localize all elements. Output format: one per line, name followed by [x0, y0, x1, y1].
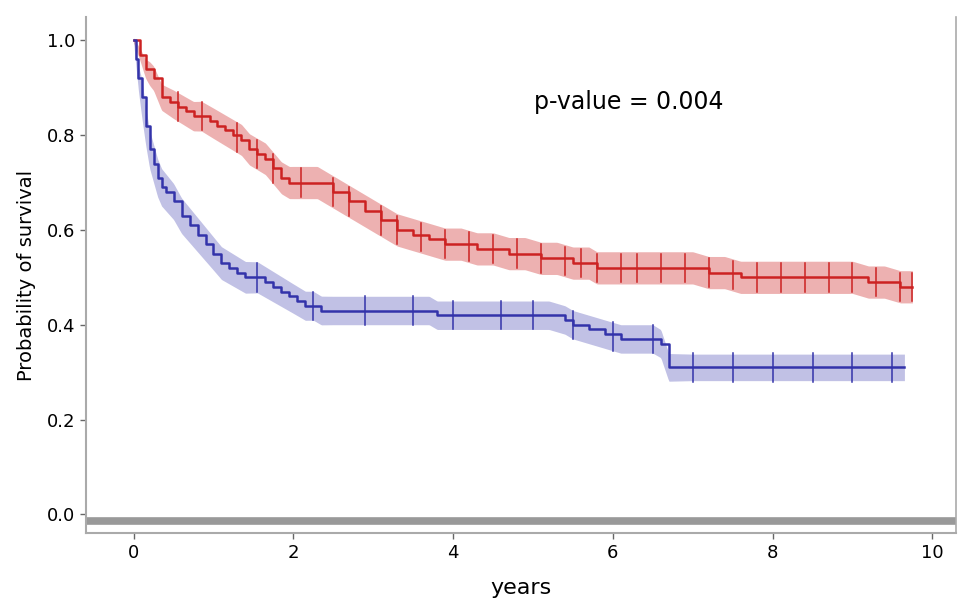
Text: p-value = 0.004: p-value = 0.004 [534, 90, 724, 114]
X-axis label: years: years [490, 578, 552, 598]
Y-axis label: Probability of survival: Probability of survival [17, 169, 36, 381]
